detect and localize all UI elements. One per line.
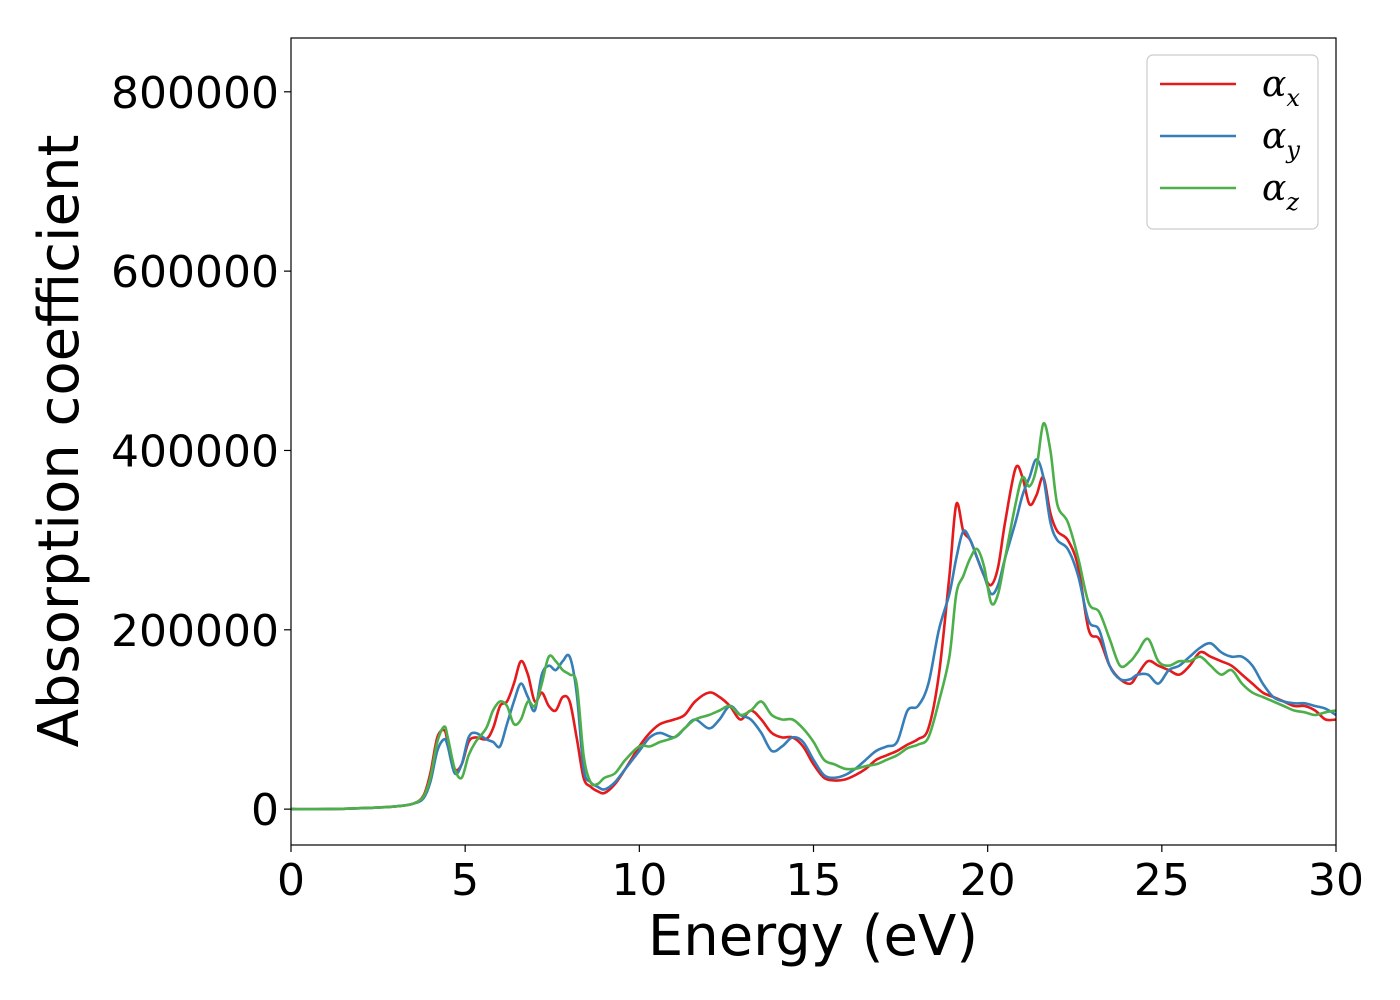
x-tick-label: 30 (1308, 855, 1364, 906)
x-tick-label: 0 (277, 855, 305, 906)
legend-label-y: αy (1262, 116, 1300, 164)
y-axis: 0 200000 400000 600000 800000 (111, 68, 291, 836)
x-axis: 0 5 10 15 20 25 30 (277, 845, 1364, 906)
x-tick-label: 5 (451, 855, 479, 906)
y-tick-label: 200000 (111, 606, 279, 657)
y-tick-label: 0 (251, 785, 279, 836)
series-line-z (290, 422, 1337, 811)
x-tick-label: 10 (611, 855, 667, 906)
y-axis-title: Absorption coefficient (27, 135, 92, 748)
legend-label-z: αz (1262, 168, 1299, 216)
legend-box (1146, 54, 1319, 230)
series-line-y (290, 458, 1337, 811)
series-lines (290, 422, 1337, 811)
x-tick-label: 25 (1134, 855, 1190, 906)
y-tick-label: 800000 (111, 68, 279, 119)
y-tick-label: 400000 (111, 426, 279, 477)
x-tick-label: 15 (786, 855, 842, 906)
y-tick-label: 600000 (111, 247, 279, 298)
x-tick-label: 20 (960, 855, 1016, 906)
series-line-x (290, 464, 1337, 811)
x-axis-title: Energy (eV) (648, 904, 978, 969)
legend-label-x: αx (1262, 64, 1300, 112)
